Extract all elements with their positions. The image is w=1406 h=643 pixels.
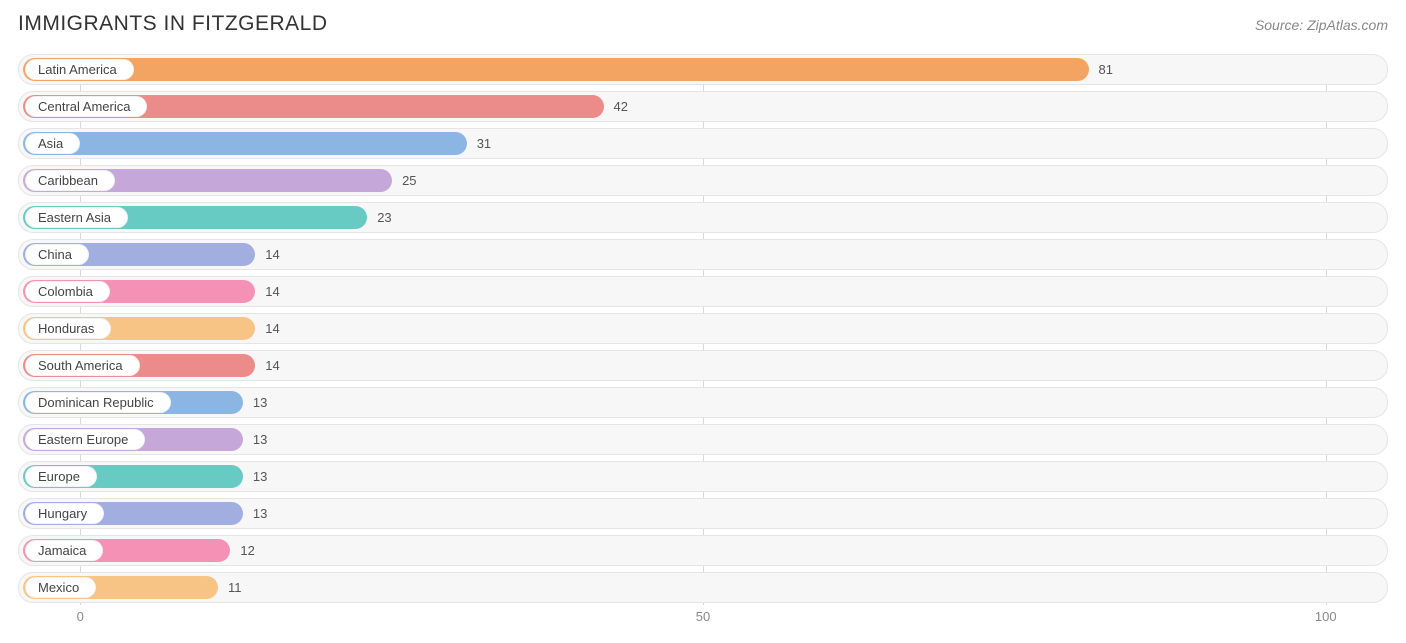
chart-source: Source: ZipAtlas.com — [1255, 17, 1388, 33]
bar-value: 11 — [218, 573, 242, 602]
bar-track: Central America 42 — [18, 91, 1388, 122]
bar-value: 25 — [392, 166, 416, 195]
bar-value: 81 — [1089, 55, 1113, 84]
axis-tick: 50 — [696, 609, 710, 624]
axis-tick: 100 — [1315, 609, 1337, 624]
bar-value: 31 — [467, 129, 491, 158]
bar-value: 14 — [255, 314, 279, 343]
bar-value: 23 — [367, 203, 391, 232]
bar-label: Europe — [25, 466, 97, 487]
bar-value: 13 — [243, 499, 267, 528]
bar-label: China — [25, 244, 89, 265]
bar-track: Europe 13 — [18, 461, 1388, 492]
bar-value: 14 — [255, 351, 279, 380]
bar-track: Asia 31 — [18, 128, 1388, 159]
bar-label: South America — [25, 355, 140, 376]
bar-label: Jamaica — [25, 540, 103, 561]
bar-label: Dominican Republic — [25, 392, 171, 413]
bar-label: Colombia — [25, 281, 110, 302]
bar-label: Eastern Europe — [25, 429, 145, 450]
bar-value: 42 — [604, 92, 628, 121]
bar-value: 12 — [230, 536, 254, 565]
bar-track: Dominican Republic 13 — [18, 387, 1388, 418]
bar-label: Asia — [25, 133, 80, 154]
bar-value: 14 — [255, 277, 279, 306]
bar-track: Honduras 14 — [18, 313, 1388, 344]
chart-area: Latin America 81 Central America 42 Asia 31 Ca… — [18, 54, 1388, 605]
chart-header: IMMIGRANTS IN FITZGERALD Source: ZipAtla… — [18, 12, 1388, 36]
bar-fill — [23, 132, 467, 155]
bar-label: Honduras — [25, 318, 111, 339]
bar-label: Caribbean — [25, 170, 115, 191]
bar-track: Mexico 11 — [18, 572, 1388, 603]
bar-track: Latin America 81 — [18, 54, 1388, 85]
bar-value: 13 — [243, 425, 267, 454]
bar-value: 13 — [243, 462, 267, 491]
chart-title: IMMIGRANTS IN FITZGERALD — [18, 12, 328, 36]
bar-value: 14 — [255, 240, 279, 269]
bar-track: China 14 — [18, 239, 1388, 270]
bar-track: Eastern Asia 23 — [18, 202, 1388, 233]
bar-label: Hungary — [25, 503, 104, 524]
axis-tick: 0 — [77, 609, 84, 624]
bar-track: Jamaica 12 — [18, 535, 1388, 566]
x-axis: 0 50 100 — [18, 609, 1388, 629]
bar-track: Caribbean 25 — [18, 165, 1388, 196]
bar-track: South America 14 — [18, 350, 1388, 381]
bar-label: Latin America — [25, 59, 134, 80]
bar-label: Mexico — [25, 577, 96, 598]
bar-track: Eastern Europe 13 — [18, 424, 1388, 455]
bar-track: Hungary 13 — [18, 498, 1388, 529]
bar-label: Central America — [25, 96, 147, 117]
bar-fill — [23, 58, 1089, 81]
bar-label: Eastern Asia — [25, 207, 128, 228]
bar-value: 13 — [243, 388, 267, 417]
bar-track: Colombia 14 — [18, 276, 1388, 307]
